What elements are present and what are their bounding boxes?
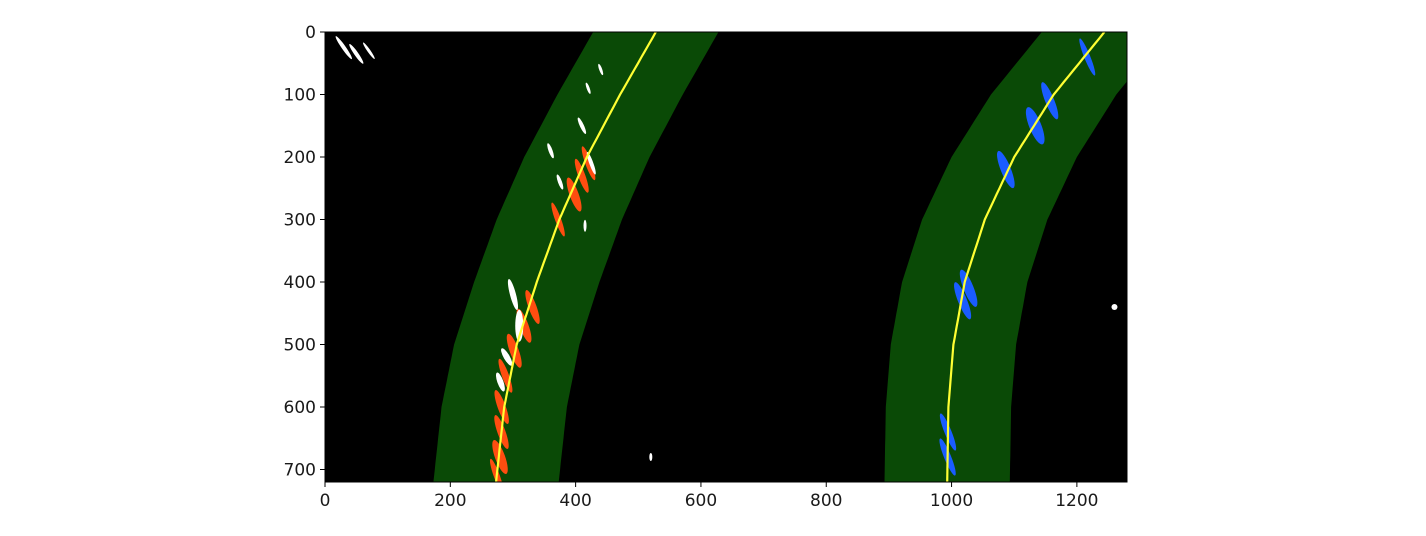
plot-frame [324, 31, 1128, 483]
lane-pixel-blob [586, 151, 596, 175]
lane-pixel-blob [349, 43, 364, 64]
fit-line [495, 32, 657, 482]
lane-pixel-blob [566, 177, 582, 212]
lane-pixel-blob [507, 279, 519, 310]
lane-pixel-blob [525, 290, 540, 324]
lane-pixel-blob [581, 146, 596, 181]
lane-pixel-blob [574, 158, 589, 193]
lane-pixel-blob [335, 36, 352, 60]
y-tick-label: 100 [284, 86, 316, 106]
y-axis: 0 100 200 300 400 500 600 700 [284, 23, 325, 481]
y-tick-label: 200 [284, 148, 316, 168]
lane-pixel-blob [556, 174, 564, 190]
lane-pixel-blob [492, 439, 508, 475]
lane-pixel-blob [496, 372, 505, 392]
lane-pixel-blob [1079, 38, 1096, 76]
y-tick-label: 500 [284, 336, 316, 356]
fit-line [946, 32, 1106, 482]
x-tick-label: 0 [320, 491, 331, 511]
x-tick-label: 600 [685, 491, 717, 511]
lane-pixel-blob [494, 390, 509, 424]
lane-pixel-blob [547, 143, 554, 159]
lane-pixel-blob [506, 333, 522, 368]
x-tick-label: 800 [810, 491, 842, 511]
lane-pixel-blob [954, 282, 972, 320]
lane-pixel-blob [649, 453, 653, 461]
y-tick-label: 700 [284, 461, 316, 481]
lane-pixel-blob [551, 202, 565, 237]
x-tick-label: 400 [559, 491, 591, 511]
lane-pixel-blob [577, 117, 587, 134]
search-window-band [884, 32, 1127, 482]
plot-area [324, 31, 1128, 483]
lane-pixel-blob [585, 82, 591, 94]
y-tick-label: 400 [284, 273, 316, 293]
fit-lines [495, 32, 1106, 482]
lane-pixel-blob [1111, 304, 1118, 310]
y-tick-label: 300 [284, 211, 316, 231]
y-tick-label: 0 [305, 23, 316, 43]
lane-pixel-blob [598, 63, 604, 76]
lane-pixel-blob [997, 150, 1015, 189]
x-tick-label: 1000 [930, 491, 973, 511]
lane-pixel-blob [959, 269, 978, 307]
lane-pixel-blob [501, 348, 513, 366]
y-tick-label: 600 [284, 398, 316, 418]
x-tick-label: 1200 [1055, 491, 1098, 511]
lane-pixel-blob [362, 42, 375, 59]
x-tick-label: 200 [434, 491, 466, 511]
lane-pixel-blob [583, 219, 587, 232]
x-axis: 0 200 400 600 800 1000 1200 [320, 482, 1099, 511]
